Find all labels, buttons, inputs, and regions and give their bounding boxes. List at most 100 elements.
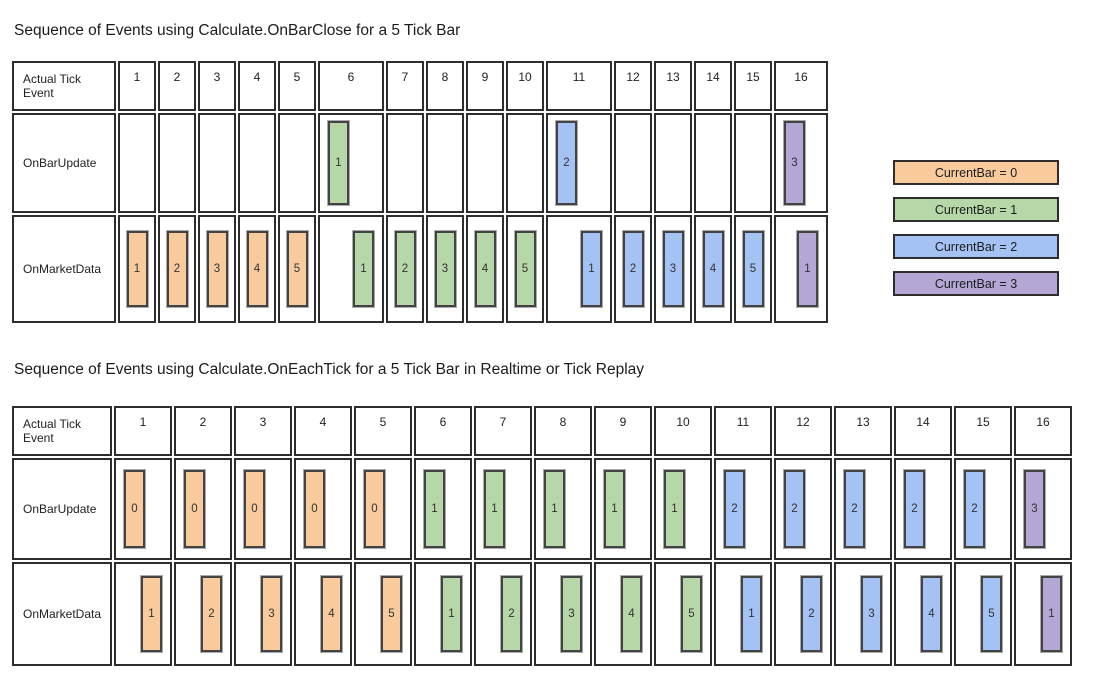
event-bar: 1 bbox=[126, 231, 148, 307]
bar-value: 5 bbox=[688, 608, 695, 620]
bar-value: 3 bbox=[1031, 503, 1038, 515]
event-bar: 1 bbox=[424, 470, 445, 548]
row-label: OnMarketData bbox=[12, 562, 112, 666]
tick-header-cell-text: 7 bbox=[401, 70, 409, 84]
bar-value: 3 bbox=[441, 263, 449, 275]
event-bar: 4 bbox=[474, 231, 496, 307]
event-cell: 1 bbox=[546, 215, 612, 323]
bar-value: 1 bbox=[748, 608, 755, 620]
tick-header-cell: 11 bbox=[546, 61, 612, 111]
bar-value: 3 bbox=[568, 608, 575, 620]
event-cell: 0 bbox=[234, 458, 292, 560]
bar-value: 5 bbox=[388, 608, 395, 620]
tick-header-cell-text: 5 bbox=[293, 70, 301, 84]
legend-label: CurrentBar = 1 bbox=[934, 202, 1018, 217]
event-bar: 1 bbox=[581, 231, 602, 307]
bar-value: 1 bbox=[588, 263, 595, 275]
bar-value: 3 bbox=[268, 608, 275, 620]
event-cell bbox=[426, 113, 464, 213]
bar-value: 1 bbox=[1048, 608, 1055, 620]
event-bar: 3 bbox=[784, 121, 805, 205]
event-bar: 1 bbox=[1041, 576, 1062, 652]
tick-header-cell: 10 bbox=[506, 61, 544, 111]
event-cell: 3 bbox=[198, 215, 236, 323]
tick-header-cell-text: 1 bbox=[139, 415, 147, 429]
event-cell bbox=[158, 113, 196, 213]
tick-header-cell: 6 bbox=[318, 61, 384, 111]
tick-header-cell-text: 14 bbox=[916, 415, 930, 429]
event-cell: 2 bbox=[774, 562, 832, 666]
tick-header-cell-text: 11 bbox=[572, 70, 586, 84]
bar-value: 1 bbox=[551, 503, 558, 515]
event-bar: 1 bbox=[797, 231, 818, 307]
row-label: OnMarketData bbox=[12, 215, 116, 323]
event-cell: 2 bbox=[174, 562, 232, 666]
onbarclose-table: Actual Tick Event 1 2 3 4 5 6 7 8 9 10 11 12 13 14 15 16… bbox=[12, 61, 828, 323]
event-cell: 5 bbox=[506, 215, 544, 323]
tick-header-cell: 6 bbox=[414, 406, 472, 456]
event-cell: 4 bbox=[894, 562, 952, 666]
tick-header-cell-text: 4 bbox=[253, 70, 261, 84]
bar-value: 2 bbox=[173, 263, 181, 275]
event-cell: 5 bbox=[278, 215, 316, 323]
bar-value: 0 bbox=[311, 503, 318, 515]
event-cell bbox=[198, 113, 236, 213]
tick-header-cell: 9 bbox=[594, 406, 652, 456]
event-bar: 2 bbox=[784, 470, 805, 548]
currentbar-legend: CurrentBar = 0 CurrentBar = 1 CurrentBar… bbox=[893, 160, 1059, 308]
bar-value: 1 bbox=[611, 503, 618, 515]
tick-header-cell-text: 16 bbox=[794, 70, 808, 84]
tick-header-cell-text: 9 bbox=[619, 415, 627, 429]
tick-header-cell: 13 bbox=[834, 406, 892, 456]
tick-header-cell: 7 bbox=[474, 406, 532, 456]
tick-header-cell-text: 3 bbox=[259, 415, 267, 429]
row-label-text: OnMarketData bbox=[23, 607, 102, 621]
bar-value: 2 bbox=[563, 157, 570, 169]
event-bar: 2 bbox=[622, 231, 644, 307]
tick-header-cell-text: 7 bbox=[499, 415, 507, 429]
onbarclose-title: Sequence of Events using Calculate.OnBar… bbox=[14, 22, 461, 39]
tick-header-cell: 1 bbox=[114, 406, 172, 456]
oneachtick-table: Actual Tick Event 1 2 3 4 5 6 7 8 9 10 11 12 13 14 15 16… bbox=[12, 406, 1072, 666]
event-cell: 3 bbox=[834, 562, 892, 666]
event-bar: 4 bbox=[921, 576, 942, 652]
tick-header-cell: 5 bbox=[278, 61, 316, 111]
tick-header-cell: 14 bbox=[694, 61, 732, 111]
event-cell: 5 bbox=[654, 562, 712, 666]
event-bar: 1 bbox=[328, 121, 349, 205]
event-cell bbox=[694, 113, 732, 213]
bar-value: 2 bbox=[208, 608, 215, 620]
event-cell: 1 bbox=[318, 113, 384, 213]
legend-item-currentbar-2: CurrentBar = 2 bbox=[893, 234, 1059, 259]
legend-item-currentbar-3: CurrentBar = 3 bbox=[893, 271, 1059, 296]
event-cell: 3 bbox=[234, 562, 292, 666]
tick-header-cell: 16 bbox=[1014, 406, 1072, 456]
event-cell: 1 bbox=[714, 562, 772, 666]
bar-value: 1 bbox=[448, 608, 455, 620]
tick-header-cell: 7 bbox=[386, 61, 424, 111]
tick-header-cell: 5 bbox=[354, 406, 412, 456]
tick-header-cell: 10 bbox=[654, 406, 712, 456]
legend-label: CurrentBar = 3 bbox=[934, 276, 1018, 291]
tick-header-cell: 8 bbox=[534, 406, 592, 456]
bar-value: 4 bbox=[328, 608, 335, 620]
event-bar: 3 bbox=[434, 231, 456, 307]
bar-value: 4 bbox=[628, 608, 635, 620]
event-cell: 2 bbox=[954, 458, 1012, 560]
legend-label: CurrentBar = 0 bbox=[934, 165, 1018, 180]
event-cell: 1 bbox=[114, 562, 172, 666]
event-cell: 3 bbox=[654, 215, 692, 323]
event-bar: 3 bbox=[861, 576, 882, 652]
bar-value: 1 bbox=[804, 263, 811, 275]
bar-value: 2 bbox=[629, 263, 637, 275]
event-cell: 3 bbox=[1014, 458, 1072, 560]
bar-value: 2 bbox=[508, 608, 515, 620]
tick-header-cell-text: 1 bbox=[133, 70, 141, 84]
event-bar: 3 bbox=[662, 231, 684, 307]
tick-header-cell: 14 bbox=[894, 406, 952, 456]
event-bar: 2 bbox=[556, 121, 577, 205]
event-cell: 2 bbox=[714, 458, 772, 560]
event-cell: 1 bbox=[118, 215, 156, 323]
event-cell: 4 bbox=[238, 215, 276, 323]
